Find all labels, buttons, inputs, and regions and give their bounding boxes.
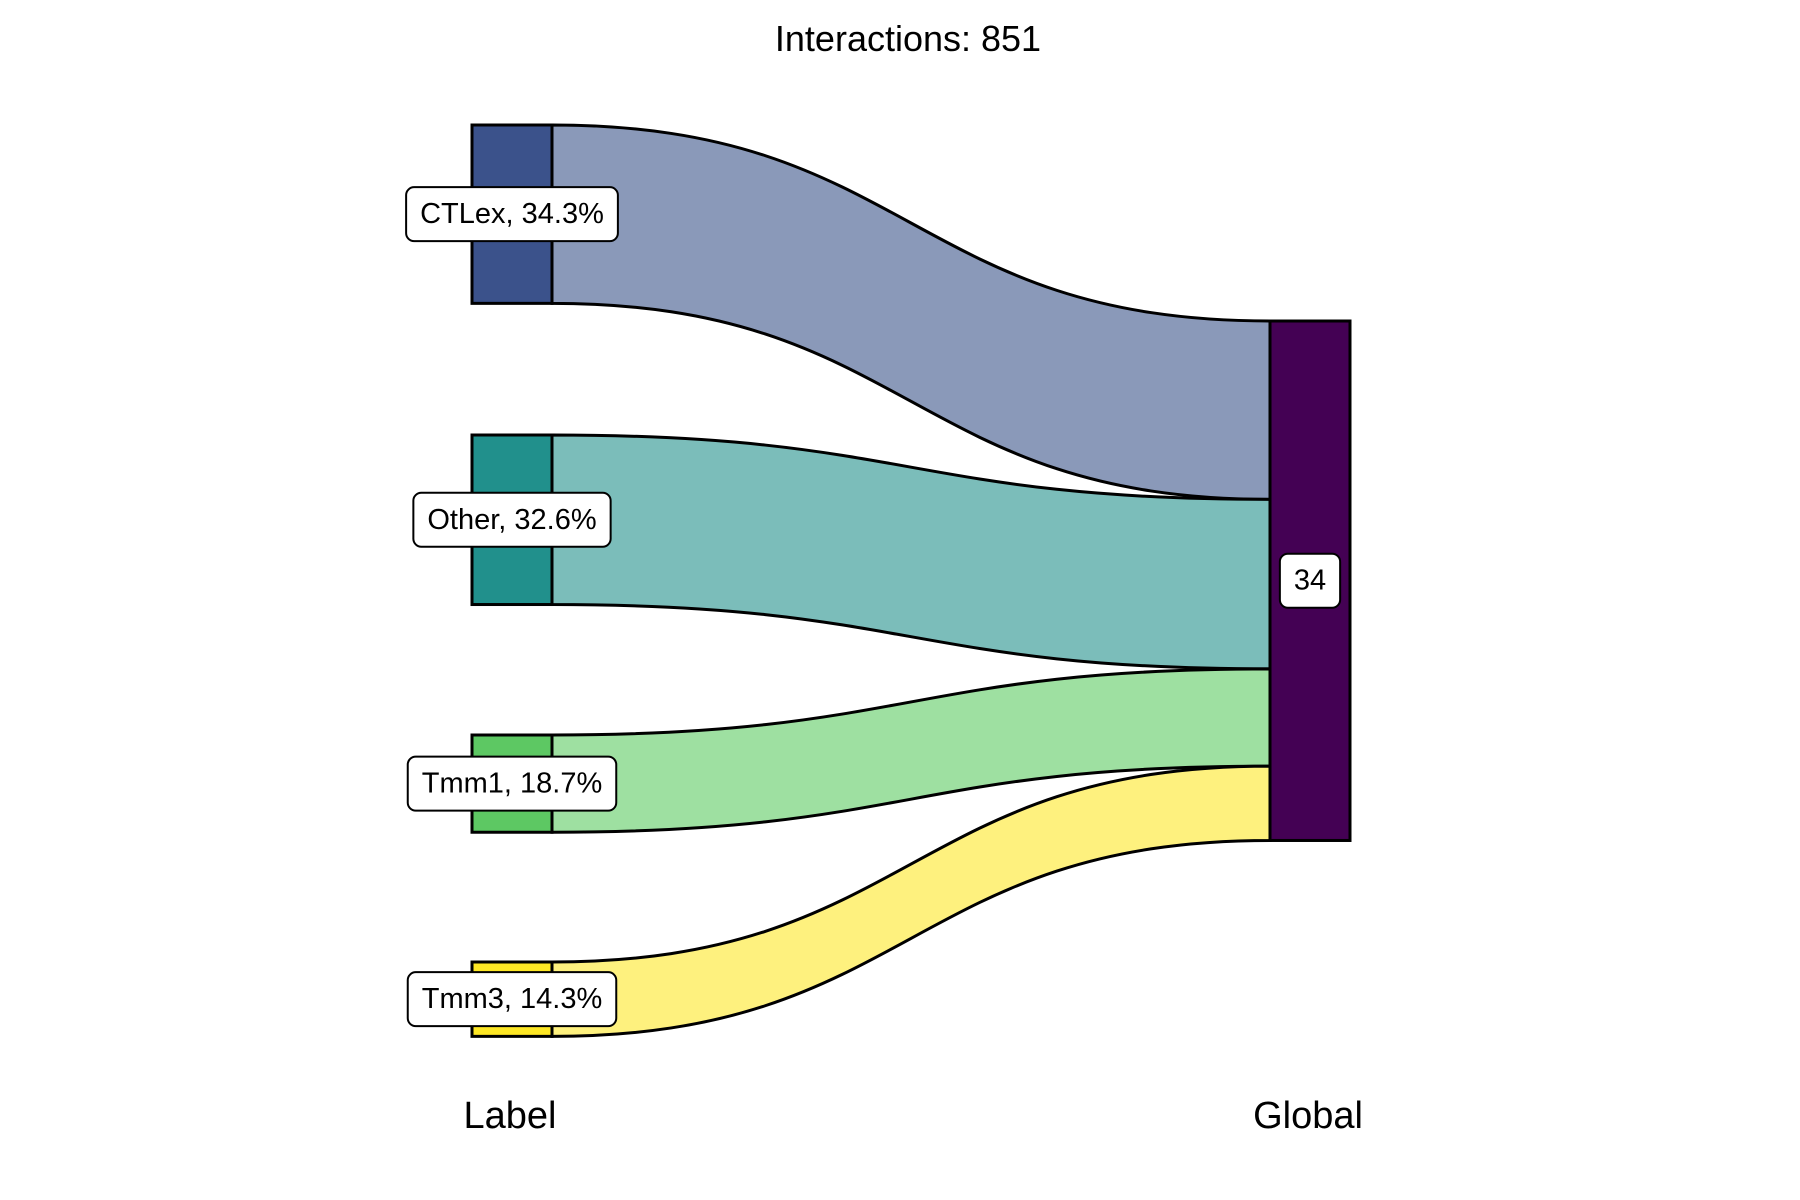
label-tmm1-box <box>406 755 618 812</box>
label-other-box <box>412 491 612 548</box>
label-ctlex-text: CTLex, 34.3% <box>420 198 604 230</box>
label-node-34-box <box>1278 552 1342 609</box>
label-tmm1: Tmm1, 18.7% <box>406 755 618 812</box>
chart-title: Interactions: 851 <box>775 18 1041 59</box>
label-tmm3: Tmm3, 14.3% <box>406 971 618 1028</box>
axis-label-global: Global <box>1253 1095 1363 1137</box>
flow-layer <box>550 123 1272 1038</box>
label-other: Other, 32.6% <box>412 491 612 548</box>
label-tmm3-text: Tmm3, 14.3% <box>422 983 603 1015</box>
label-ctlex: CTLex, 34.3% <box>405 186 619 243</box>
label-layer: CTLex, 34.3% Other, 32.6% Tmm1, 18.7% Tmm3,… <box>405 186 1342 1028</box>
label-other-text: Other, 32.6% <box>427 504 596 536</box>
label-node-34: 34 <box>1278 552 1342 609</box>
axis-label-label: Label <box>464 1095 557 1137</box>
label-tmm1-text: Tmm1, 18.7% <box>422 768 603 800</box>
label-ctlex-box <box>405 186 619 243</box>
label-node-34-text: 34 <box>1294 565 1326 597</box>
label-tmm3-box <box>406 971 618 1028</box>
